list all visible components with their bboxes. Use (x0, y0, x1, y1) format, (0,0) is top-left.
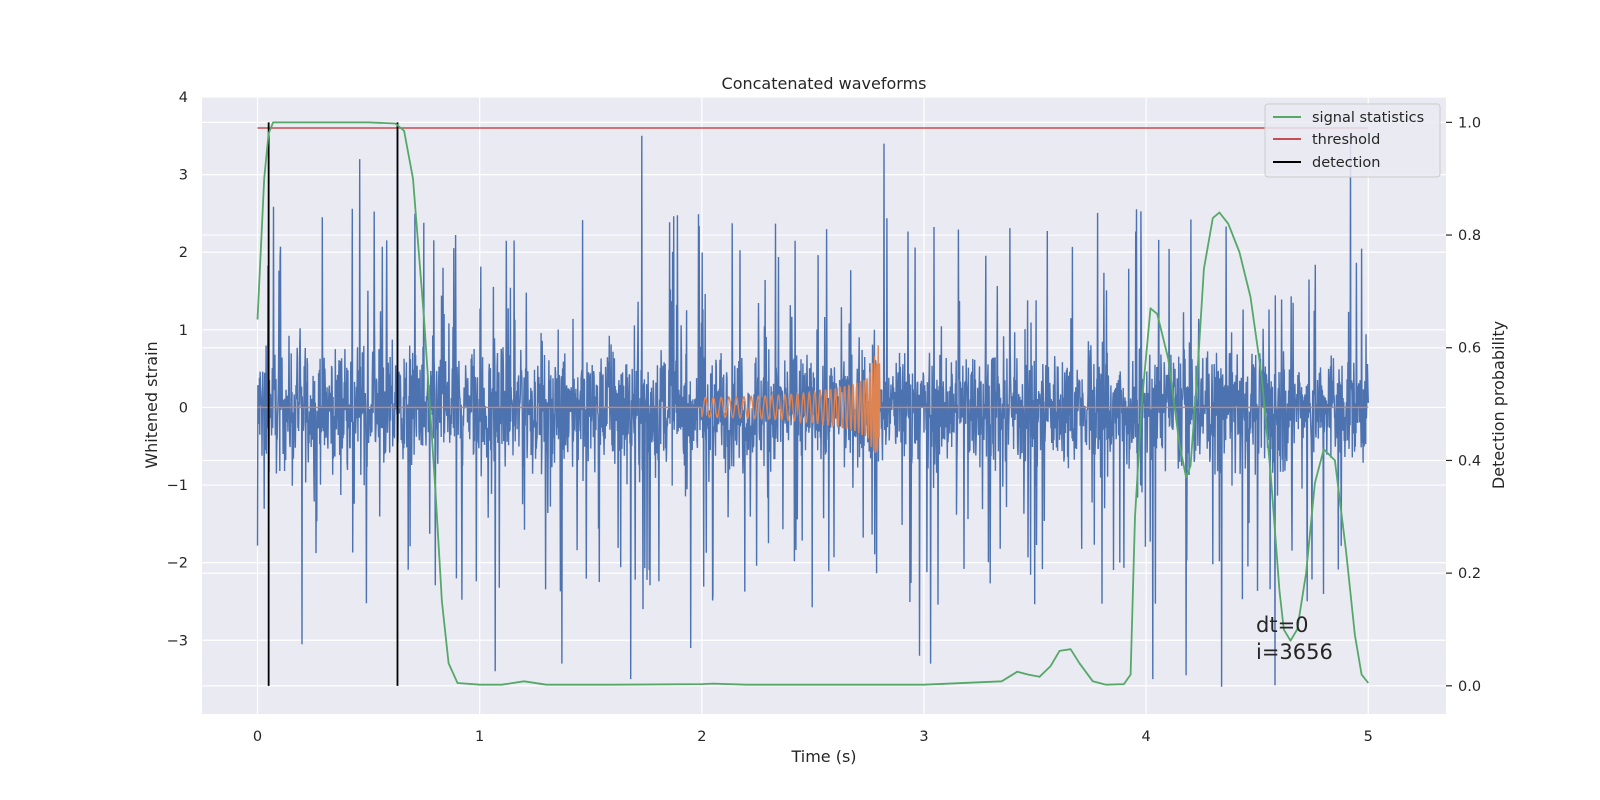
legend-label-threshold: threshold (1312, 132, 1380, 148)
y-axis-label-right: Detection probability (1489, 321, 1508, 489)
y-tick-label: 2 (179, 245, 188, 261)
x-tick-label: 2 (697, 729, 706, 745)
y-tick-label: −2 (167, 556, 188, 572)
legend-label-signal-statistics: signal statistics (1312, 110, 1424, 126)
x-tick-label: 0 (253, 729, 262, 745)
y-tick-label-right: 0.2 (1458, 566, 1481, 582)
x-tick-label: 1 (475, 729, 484, 745)
y-tick-label-right: 0.4 (1458, 453, 1481, 469)
series-whitened-strain (256, 127, 1369, 687)
legend-frame (1264, 103, 1441, 178)
legend: signal statistics threshold detection (1264, 103, 1441, 178)
x-tick-label: 4 (1141, 729, 1150, 745)
annotation-index: i=3656 (1256, 640, 1333, 664)
y-tick-label: 3 (179, 168, 188, 184)
x-tick-label: 5 (1364, 729, 1373, 745)
y-tick-label: 1 (179, 323, 188, 339)
plot-area (256, 121, 1370, 687)
y-tick-label: 4 (179, 90, 188, 106)
y-axis-label: Whitened strain (142, 341, 161, 468)
series-signal-statistics (256, 121, 1370, 686)
annotation-box: dt=0 i=3656 (1256, 613, 1333, 664)
x-tick-label: 3 (919, 729, 928, 745)
y-tick-label-right: 0.6 (1458, 341, 1481, 357)
x-axis-label: Time (s) (790, 747, 856, 766)
y-tick-label-right: 0.0 (1458, 679, 1481, 695)
legend-label-detection: detection (1312, 155, 1380, 171)
y-tick-label-right: 0.8 (1458, 228, 1481, 244)
y-tick-label: 0 (179, 400, 188, 416)
y-tick-label-right: 1.0 (1458, 115, 1481, 131)
y-tick-label: −1 (167, 478, 188, 494)
axis-ticks: 0 1 2 3 4 5 −3 −2 −1 0 1 2 3 4 0.0 0.2 0.4 0.6 0.8 1.0 (167, 90, 1481, 745)
annotation-dt: dt=0 (1256, 613, 1309, 637)
chart-title: Concatenated waveforms (722, 74, 927, 93)
series-injected-signal (257, 345, 1369, 453)
y-tick-label: −3 (167, 633, 188, 649)
